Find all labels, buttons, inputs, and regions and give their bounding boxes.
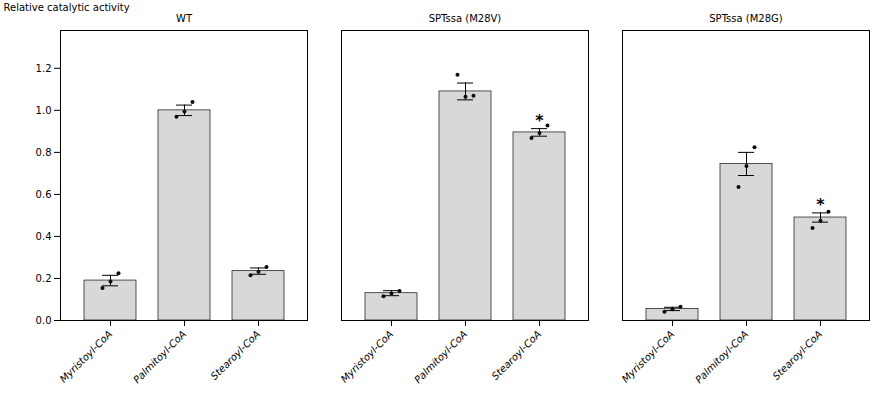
- svg-text:Myristoyl-CoA: Myristoyl-CoA: [58, 328, 115, 385]
- svg-text:*: *: [816, 195, 825, 214]
- svg-text:Myristoyl-CoA: Myristoyl-CoA: [620, 328, 677, 385]
- svg-text:Stearoyl-CoA: Stearoyl-CoA: [489, 328, 543, 382]
- svg-text:1.2: 1.2: [36, 63, 52, 74]
- svg-text:0.4: 0.4: [36, 231, 52, 242]
- svg-text:0.8: 0.8: [36, 147, 52, 158]
- svg-text:Palmitoyl-CoA: Palmitoyl-CoA: [131, 328, 188, 385]
- svg-text:1.0: 1.0: [36, 105, 52, 116]
- svg-text:0.6: 0.6: [36, 189, 52, 200]
- svg-text:WT: WT: [176, 13, 193, 24]
- svg-text:Stearoyl-CoA: Stearoyl-CoA: [208, 328, 262, 382]
- svg-text:Palmitoyl-CoA: Palmitoyl-CoA: [693, 328, 750, 385]
- svg-text:Relative catalytic activity: Relative catalytic activity: [4, 2, 130, 13]
- svg-text:Palmitoyl-CoA: Palmitoyl-CoA: [412, 328, 469, 385]
- svg-text:0.0: 0.0: [36, 315, 52, 326]
- svg-text:0.2: 0.2: [36, 273, 52, 284]
- svg-text:Myristoyl-CoA: Myristoyl-CoA: [339, 328, 396, 385]
- svg-text:SPTssa (M28V): SPTssa (M28V): [429, 13, 502, 24]
- svg-text:Stearoyl-CoA: Stearoyl-CoA: [770, 328, 824, 382]
- svg-text:SPTssa (M28G): SPTssa (M28G): [709, 13, 783, 24]
- svg-text:*: *: [535, 111, 544, 130]
